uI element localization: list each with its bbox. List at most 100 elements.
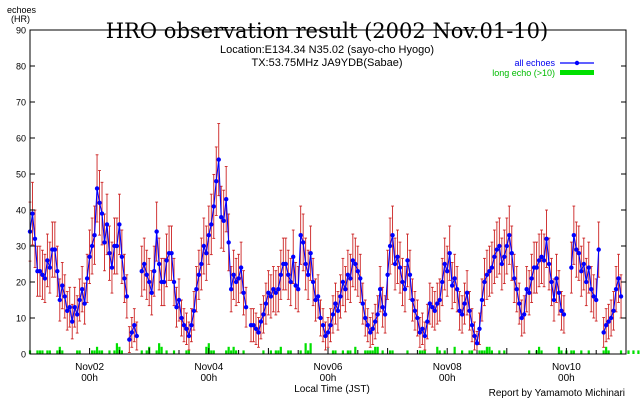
- echo-point: [151, 269, 157, 274]
- echo-point: [72, 305, 77, 310]
- echo-point: [156, 261, 162, 267]
- echo-point: [228, 287, 234, 292]
- long-echo-bar: [160, 346, 163, 354]
- echo-point: [186, 333, 192, 339]
- echo-point: [556, 290, 562, 295]
- long-echo-bar: [490, 350, 493, 354]
- long-echo-bar: [349, 350, 352, 354]
- long-echo-bar: [627, 350, 630, 354]
- echo-point: [554, 276, 559, 281]
- long-echo-bar: [61, 350, 64, 354]
- axes: [29, 29, 627, 355]
- echo-point: [253, 326, 259, 331]
- echo-point: [179, 315, 184, 321]
- echo-point: [529, 276, 534, 281]
- echo-point: [174, 305, 179, 310]
- echo-point: [387, 243, 393, 249]
- long-echo-bar: [572, 350, 575, 354]
- echo-point: [310, 279, 316, 285]
- echo-point: [494, 247, 500, 252]
- echo-points: [27, 157, 624, 346]
- long-echo-bar: [607, 350, 610, 354]
- echo-point: [161, 279, 167, 285]
- echo-point: [512, 276, 517, 281]
- long-echo-bar: [95, 346, 99, 354]
- echo-point: [432, 308, 437, 313]
- echo-point: [288, 279, 293, 285]
- echo-point: [333, 301, 338, 306]
- echo-point: [412, 308, 418, 313]
- echo-point: [199, 261, 204, 267]
- long-echo-bar: [309, 343, 312, 354]
- long-echo-bar: [299, 350, 302, 354]
- long-echo-bar: [90, 350, 94, 354]
- long-echo-bar: [227, 346, 230, 354]
- echo-point: [395, 254, 400, 259]
- echo-point: [37, 269, 43, 274]
- echo-point: [368, 330, 373, 335]
- echo-point: [400, 279, 405, 285]
- echo-point: [382, 312, 388, 317]
- echo-point: [360, 301, 365, 306]
- echo-point: [410, 297, 415, 303]
- echo-point: [618, 294, 624, 299]
- echo-point: [221, 218, 226, 223]
- echo-point: [462, 301, 467, 306]
- long-echo-bar: [46, 350, 49, 354]
- echo-point: [457, 308, 462, 313]
- long-echo-bars: [28, 343, 640, 354]
- echo-point: [74, 312, 80, 317]
- echo-point: [52, 247, 58, 252]
- echo-point: [305, 272, 311, 277]
- echo-point: [430, 305, 435, 310]
- echo-point: [114, 243, 120, 249]
- long-echo-bar: [537, 346, 541, 354]
- echo-point: [539, 254, 544, 259]
- echo-point: [407, 272, 413, 277]
- echo-point: [298, 233, 303, 238]
- echo-point: [442, 261, 447, 267]
- echo-point: [469, 323, 475, 328]
- echo-point: [385, 272, 390, 277]
- echo-point: [216, 157, 221, 162]
- long-echo-bar: [470, 350, 474, 354]
- echo-point: [348, 276, 353, 281]
- echo-point: [278, 272, 284, 277]
- echo-point: [596, 247, 601, 252]
- echo-point: [526, 290, 532, 295]
- long-echo-bar: [381, 350, 384, 354]
- echo-point: [454, 287, 460, 292]
- long-echo-bar: [274, 350, 277, 354]
- echo-point: [380, 305, 385, 310]
- echo-point: [82, 301, 87, 306]
- x-tick-label-time: 00h: [439, 373, 456, 384]
- echo-point: [502, 254, 507, 259]
- long-echo-bar: [212, 350, 215, 354]
- echo-point: [482, 279, 487, 285]
- echo-point: [99, 211, 105, 216]
- echo-point: [87, 254, 92, 259]
- echo-point: [613, 287, 619, 292]
- legend-label-all: all echoes: [514, 58, 555, 68]
- echo-point: [134, 333, 139, 339]
- echo-point: [286, 272, 291, 277]
- y-tick-labels: 0 10 20 30 40 50 60 70 80 90: [16, 26, 26, 360]
- long-echo-bar: [140, 350, 143, 354]
- echo-point: [300, 240, 306, 245]
- long-echo-bar: [374, 346, 377, 354]
- long-echo-bar: [602, 350, 605, 354]
- echo-point: [191, 308, 197, 313]
- echo-point: [363, 315, 368, 321]
- long-echo-bar: [485, 346, 489, 354]
- echo-point: [320, 323, 326, 328]
- long-echo-bar: [269, 350, 272, 354]
- long-echo-bar: [587, 350, 590, 354]
- long-echo-bar: [108, 350, 111, 354]
- echo-point: [132, 323, 137, 328]
- y-tick-label: 50: [16, 170, 26, 180]
- echo-point: [127, 337, 132, 342]
- echo-point: [325, 330, 331, 335]
- long-echo-bar: [468, 350, 471, 354]
